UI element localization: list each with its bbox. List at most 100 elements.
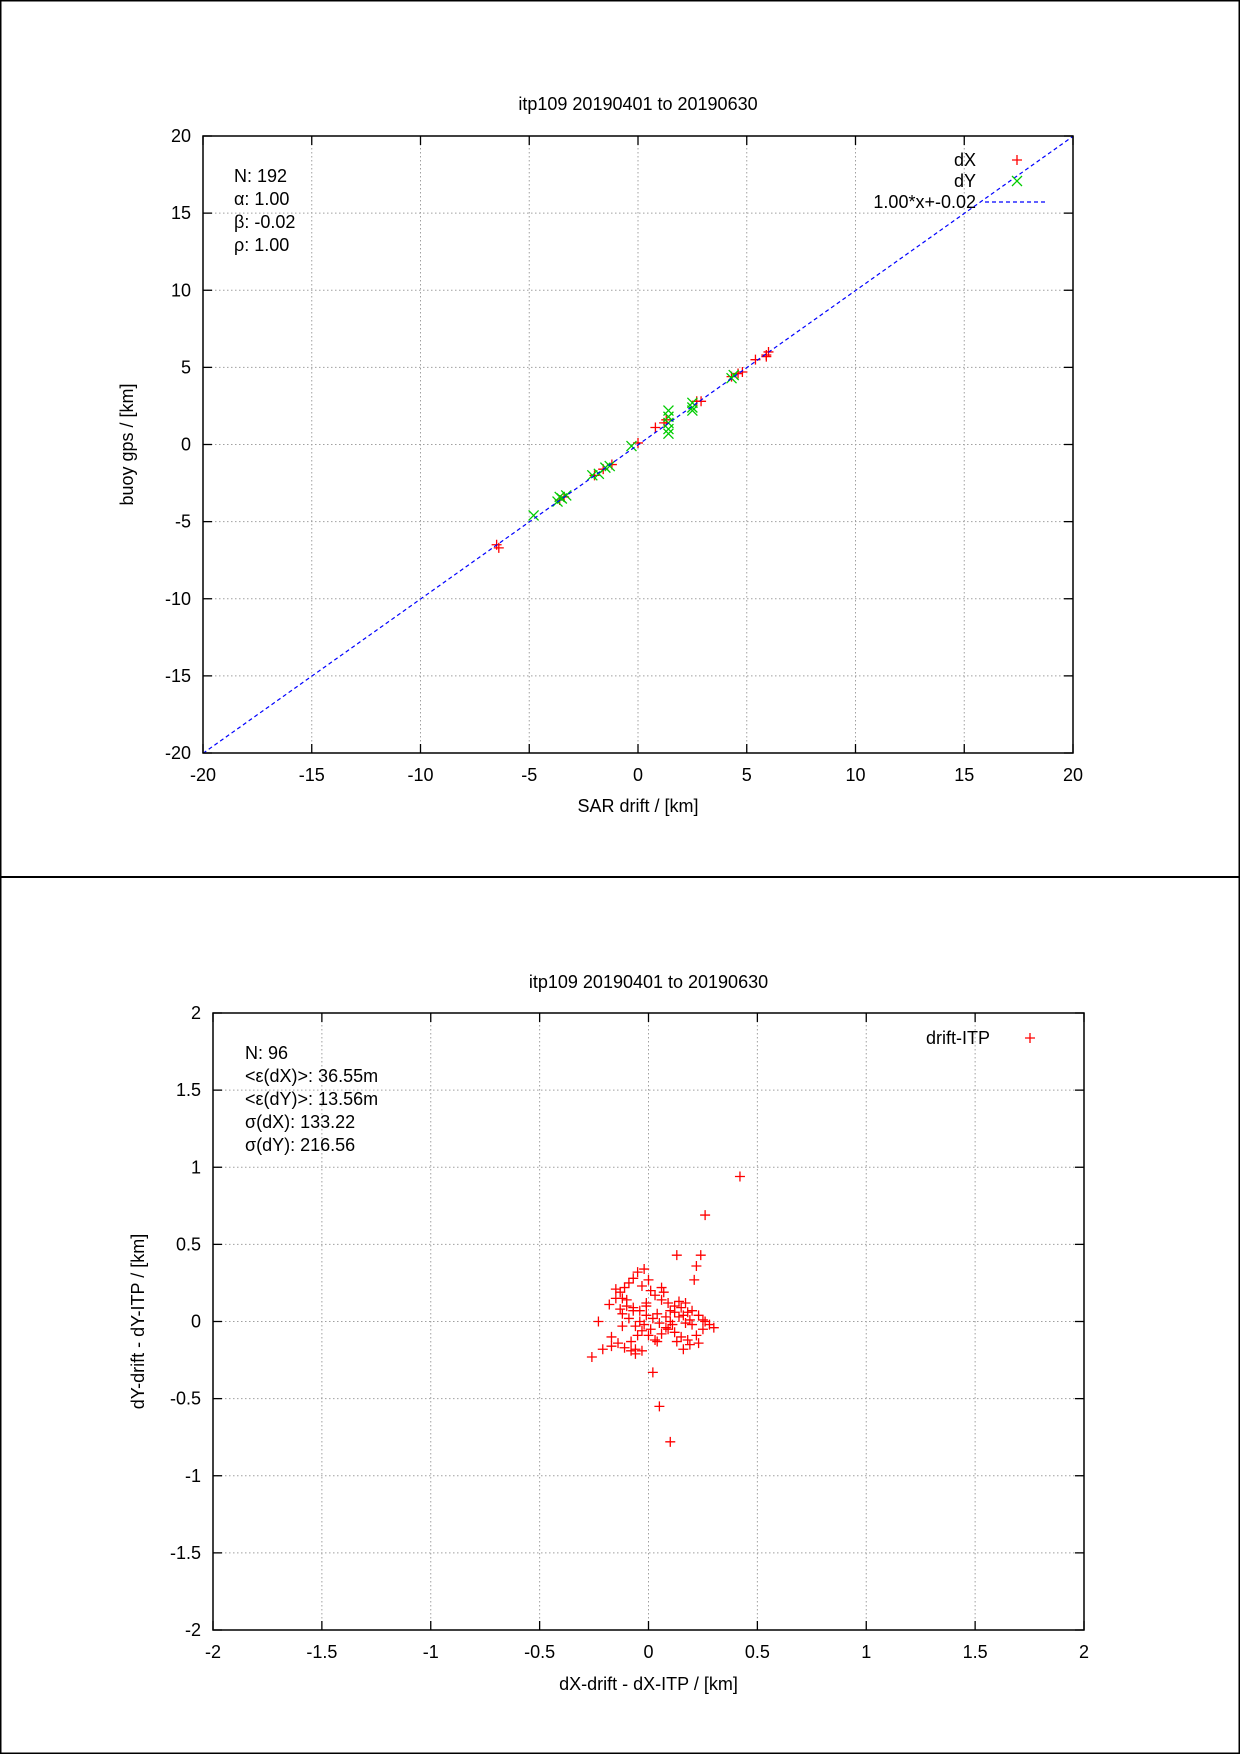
y-tick-label: 15 xyxy=(171,203,191,223)
data-point xyxy=(693,1338,704,1349)
data-point xyxy=(662,423,674,435)
data-point xyxy=(619,1282,630,1293)
stats-line: ρ: 1.00 xyxy=(234,235,289,255)
stats-line: N: 192 xyxy=(234,166,287,186)
x-tick-label: 1.5 xyxy=(963,1642,988,1662)
data-point xyxy=(623,1277,634,1288)
data-point xyxy=(686,405,698,417)
data-point xyxy=(696,396,707,407)
data-point xyxy=(697,1314,708,1325)
data-point xyxy=(645,1324,656,1335)
data-point xyxy=(662,428,674,440)
fit-line xyxy=(203,136,1073,753)
data-point xyxy=(671,1336,682,1347)
data-point xyxy=(617,1321,628,1332)
y-tick-label: -20 xyxy=(165,743,191,763)
y-tick-label: 0 xyxy=(191,1312,201,1332)
data-point xyxy=(726,372,737,384)
stats-line: <ε(dX)>: 36.55m xyxy=(245,1066,378,1086)
legend-marker xyxy=(1025,1033,1035,1043)
data-point xyxy=(630,1321,641,1332)
x-tick-label: 1 xyxy=(861,1642,871,1662)
x-tick-label: -5 xyxy=(521,765,537,785)
data-point xyxy=(628,1305,639,1316)
stats-line: <ε(dY)>: 13.56m xyxy=(245,1089,378,1109)
data-point xyxy=(693,1310,704,1321)
x-axis-label: SAR drift / [km] xyxy=(577,796,698,816)
data-point xyxy=(626,440,637,452)
legend-marker xyxy=(1012,155,1022,165)
chart-title: itp109 20190401 to 20190630 xyxy=(529,972,768,992)
data-point xyxy=(684,1339,695,1350)
stats-line: β: -0.02 xyxy=(234,212,295,232)
y-axis-label: dY-drift - dY-ITP / [km] xyxy=(128,1234,148,1409)
y-tick-label: 1 xyxy=(191,1157,201,1177)
y-tick-label: 10 xyxy=(171,280,191,300)
data-point xyxy=(528,509,540,521)
stats-line: N: 96 xyxy=(245,1043,288,1063)
data-point xyxy=(632,1267,643,1278)
data-point xyxy=(597,1344,608,1355)
data-point xyxy=(737,367,748,378)
x-tick-label: 15 xyxy=(954,765,974,785)
data-point xyxy=(734,1171,745,1182)
x-tick-label: 0.5 xyxy=(745,1642,770,1662)
data-point xyxy=(641,1310,652,1321)
plot-frame xyxy=(202,135,1074,754)
data-point xyxy=(650,1290,661,1301)
stats-line: σ(dX): 133.22 xyxy=(245,1112,355,1132)
x-tick-label: -20 xyxy=(190,765,216,785)
plot-area xyxy=(203,136,1073,753)
data-point xyxy=(665,1305,676,1316)
data-point xyxy=(626,1336,637,1347)
x-tick-label: -15 xyxy=(299,765,325,785)
x-tick-label: 10 xyxy=(845,765,865,785)
x-tick-label: 20 xyxy=(1063,765,1083,785)
data-point xyxy=(634,1316,645,1327)
y-axis-label: buoy gps / [km] xyxy=(117,383,137,505)
data-point xyxy=(610,1284,621,1295)
y-tick-label: -5 xyxy=(175,512,191,532)
x-tick-label: 0 xyxy=(633,765,643,785)
data-point xyxy=(691,1260,702,1271)
data-point xyxy=(643,1274,654,1285)
chart-panel-1: itp109 20190401 to 20190630 -20 -15 -10 -5 0 5… xyxy=(117,94,1083,816)
data-point xyxy=(695,1250,706,1261)
data-point xyxy=(708,1322,719,1333)
data-point xyxy=(615,1304,626,1315)
data-point xyxy=(665,1436,676,1447)
data-point xyxy=(656,1328,667,1339)
data-point xyxy=(678,1310,689,1321)
x-tick-label: -1.5 xyxy=(306,1642,337,1662)
legend-label: drift-ITP xyxy=(926,1028,990,1048)
data-point xyxy=(636,1325,647,1336)
data-point xyxy=(669,1307,680,1318)
data-point xyxy=(652,1336,663,1347)
data-point xyxy=(636,1345,647,1356)
y-tick-label: 2 xyxy=(191,1003,201,1023)
data-point xyxy=(700,1316,711,1327)
x-tick-label: -0.5 xyxy=(524,1642,555,1662)
data-point xyxy=(593,1316,604,1327)
data-point xyxy=(623,1313,634,1324)
data-point xyxy=(628,1273,639,1284)
data-point xyxy=(656,1282,667,1293)
data-point xyxy=(610,1293,621,1304)
y-tick-label: -1.5 xyxy=(170,1543,201,1563)
chart-title: itp109 20190401 to 20190630 xyxy=(518,94,757,114)
data-point xyxy=(697,1324,708,1335)
x-tick-label: -10 xyxy=(407,765,433,785)
data-point xyxy=(632,1330,643,1341)
plot-frame xyxy=(212,1012,1085,1631)
data-point xyxy=(586,1351,597,1362)
data-point xyxy=(654,1318,665,1329)
data-point xyxy=(656,1294,667,1305)
data-point xyxy=(604,1299,615,1310)
x-tick-label: 0 xyxy=(643,1642,653,1662)
data-point xyxy=(700,1210,711,1221)
plot-area xyxy=(586,1171,745,1447)
x-tick-label: 5 xyxy=(742,765,752,785)
data-point xyxy=(621,1294,632,1305)
y-tick-label: -2 xyxy=(185,1620,201,1640)
